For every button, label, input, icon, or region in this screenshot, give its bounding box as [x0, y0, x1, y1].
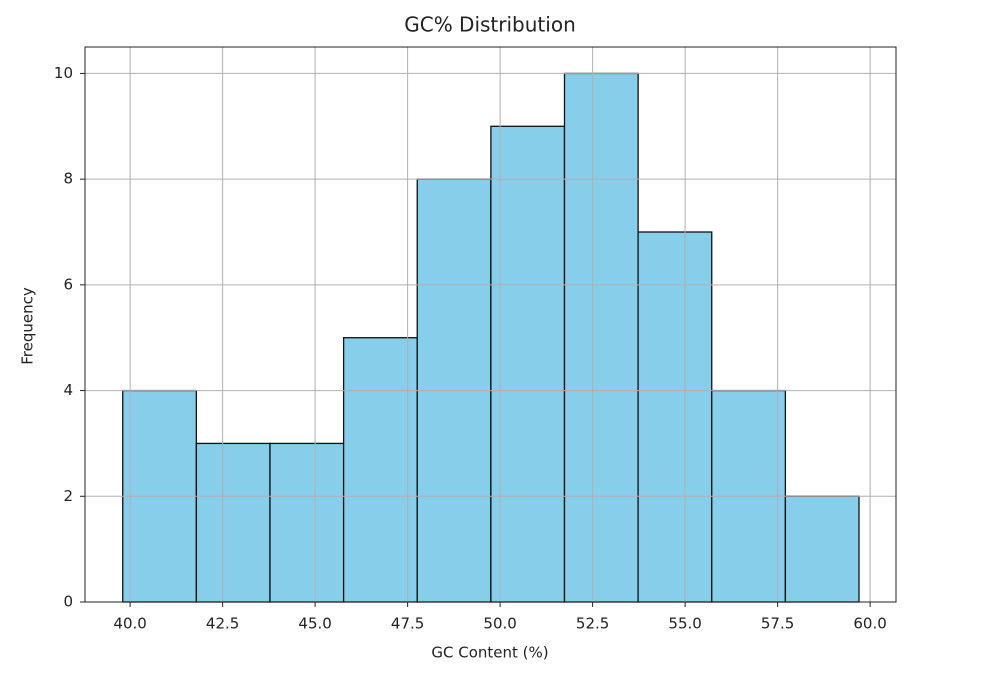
x-tick-label: 57.5 — [761, 615, 794, 633]
bar — [342, 337, 418, 603]
bar — [195, 442, 271, 603]
x-tick-label: 42.5 — [206, 615, 239, 633]
bar — [637, 231, 713, 603]
x-tick-label: 50.0 — [483, 615, 516, 633]
y-tick-label: 2 — [63, 487, 73, 505]
x-tick-label: 55.0 — [668, 615, 701, 633]
bar — [490, 125, 566, 603]
chart-title: GC% Distribution — [404, 13, 576, 37]
x-tick-label: 60.0 — [853, 615, 886, 633]
x-tick-label: 52.5 — [576, 615, 609, 633]
y-tick-label: 6 — [63, 275, 73, 293]
x-tick-label: 40.0 — [113, 615, 146, 633]
y-tick-label: 8 — [63, 170, 73, 188]
x-axis-label: GC Content (%) — [431, 644, 548, 662]
y-tick-label: 4 — [63, 381, 73, 399]
y-tick-label: 10 — [54, 64, 73, 82]
bar — [269, 442, 345, 603]
bar — [784, 495, 860, 603]
x-tick-label: 47.5 — [391, 615, 424, 633]
plot-frame — [84, 46, 897, 603]
y-axis-label: Frequency — [19, 287, 37, 365]
bar — [563, 72, 639, 603]
y-tick-label: 0 — [63, 593, 73, 611]
x-tick-label: 45.0 — [298, 615, 331, 633]
